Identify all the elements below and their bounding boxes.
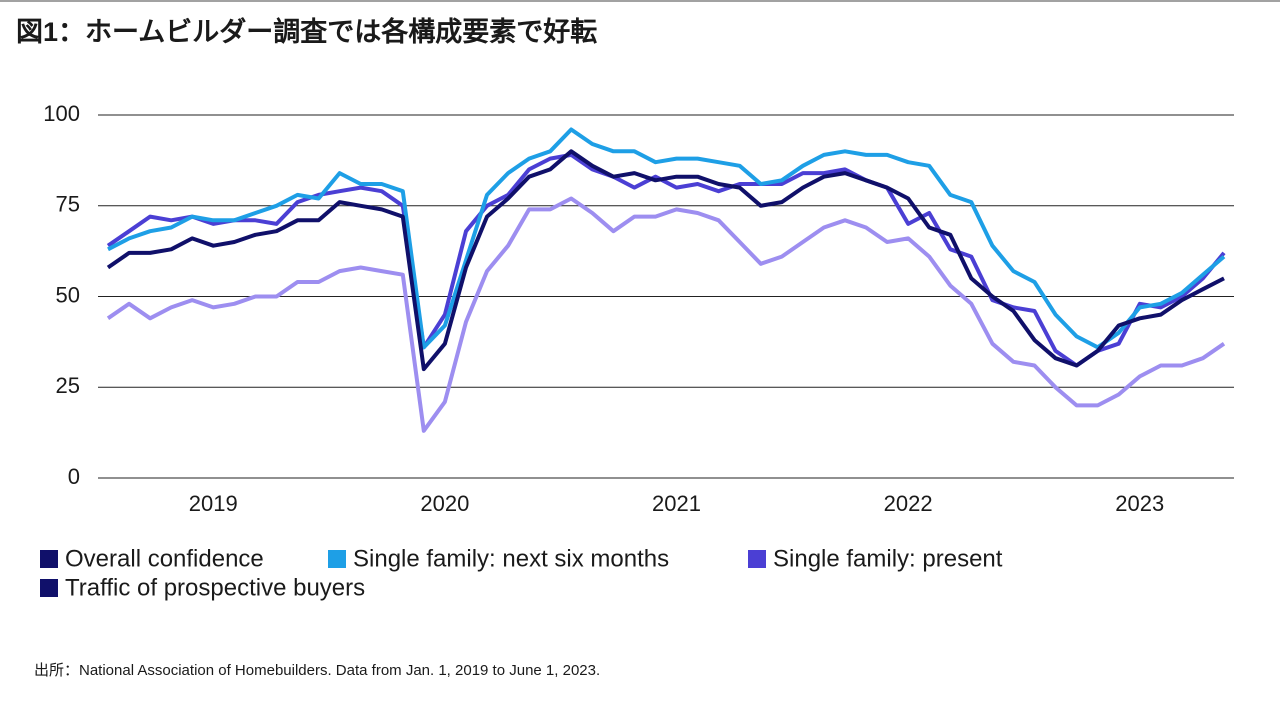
series-line (106, 152, 1226, 368)
series-line (106, 196, 1226, 433)
x-tick-label: 2022 (884, 491, 933, 516)
y-tick-label: 0 (68, 464, 80, 489)
x-tick-label: 2019 (189, 491, 238, 516)
source-note: 出所：National Association of Homebuilders.… (34, 662, 600, 679)
y-tick-label: 50 (56, 282, 80, 307)
series-line (107, 127, 1226, 350)
y-tick-label: 25 (56, 373, 80, 398)
y-tick-label: 75 (56, 192, 80, 217)
chart-title: 図1：ホームビルダー調査では各構成要素で好転 (16, 16, 597, 47)
y-tick-label: 100 (43, 101, 80, 126)
x-tick-label: 2020 (420, 491, 469, 516)
legend-swatch (328, 550, 346, 568)
legend-swatch (40, 550, 58, 568)
x-tick-label: 2021 (652, 491, 701, 516)
legend-label: Single family: present (773, 545, 1003, 572)
x-tick-label: 2023 (1115, 491, 1164, 516)
legend-label: Single family: next six months (353, 545, 669, 572)
legend-label: Overall confidence (65, 545, 264, 572)
legend-swatch (748, 550, 766, 568)
legend-swatch (40, 579, 58, 597)
legend-label: Traffic of prospective buyers (65, 574, 365, 601)
series-line (106, 149, 1225, 372)
